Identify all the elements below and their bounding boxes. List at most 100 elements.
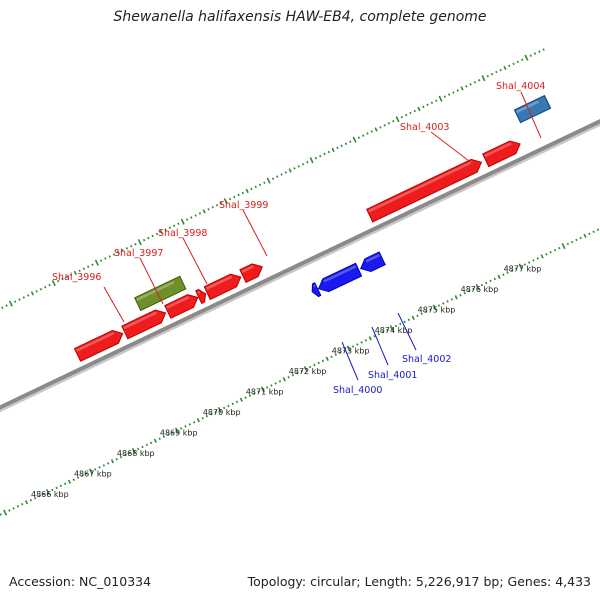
inner-scale-tick [64,482,67,486]
outer-scale-tick [490,72,494,76]
inner-scale-tick [145,443,148,447]
scale-label: 4869 kbp [160,429,198,438]
forward-gene-leader [520,91,542,139]
inner-scale-tick [389,325,394,332]
inner-scale-tick [253,392,256,395]
outer-scale-tick [349,140,352,143]
outer-scale-tick [8,300,13,307]
inner-scale-tick [8,509,11,512]
outer-scale-tick [254,185,257,189]
inner-scale-tick [257,390,260,393]
outer-scale-tick [271,177,275,180]
outer-scale-tick [499,68,502,72]
scale-label: 4873 kbp [332,347,370,356]
inner-scale-tick [545,253,548,256]
outer-scale-tick [48,283,51,287]
outer-scale-tick [319,154,322,158]
scale-label: 4866 kbp [31,490,69,499]
outer-scale-tick [524,54,529,61]
outer-scale-tick [237,193,240,197]
forward-gene-arrow [482,140,521,168]
inner-scale-tick [265,386,269,389]
genome-summary-text: Topology: circular; Length: 5,226,917 bp… [247,574,591,589]
outer-scale-tick [44,285,47,289]
inner-scale-tick [334,353,338,356]
inner-scale-tick [566,242,570,246]
outer-scale-tick [91,263,94,266]
inner-scale-tick [29,498,32,502]
outer-scale-tick [520,58,524,62]
outer-scale-tick [202,209,206,214]
inner-scale-tick [16,505,20,508]
inner-scale-tick [184,425,187,428]
outer-scale-tick [207,208,210,211]
inner-scale-tick [180,427,183,430]
inner-scale-tick [583,233,587,238]
forward-gene-label: Shal_4004 [496,81,545,92]
inner-scale-tick [561,243,566,250]
inner-scale-tick [588,232,591,236]
outer-scale-tick [288,168,292,173]
outer-scale-tick [276,175,279,178]
inner-scale-tick [506,271,509,274]
outer-scale-tick [22,296,25,299]
reverse-gene-leader [397,312,417,351]
forward-gene-label: Shal_3998 [158,228,207,239]
inner-scale-tick [171,431,174,434]
other-gene-box [513,94,552,124]
outer-scale-tick [223,198,228,205]
forward-gene-leader [430,131,474,165]
inner-scale-tick [119,455,123,459]
inner-scale-tick [368,336,372,341]
outer-scale-tick [159,229,163,235]
inner-scale-tick [244,396,247,399]
inner-scale-tick [141,445,144,449]
outer-scale-tick [460,86,464,91]
inner-scale-tick [424,310,428,313]
inner-scale-tick [303,365,308,373]
inner-scale-tick [274,382,277,385]
inner-scale-tick [532,259,535,262]
outer-scale-tick [352,136,357,143]
outer-scale-tick [473,81,477,84]
inner-scale-tick [373,335,376,338]
outer-scale-tick [180,218,185,225]
outer-scale-tick [5,304,8,307]
inner-scale-tick [308,365,312,369]
outer-scale-tick [108,255,111,258]
inner-scale-tick [437,304,441,307]
outer-scale-tick [39,288,43,291]
inner-scale-tick [24,500,29,505]
inner-scale-tick [364,339,368,342]
outer-scale-tick [344,142,348,146]
outer-scale-tick [284,171,288,174]
inner-scale-tick [21,503,24,506]
outer-scale-tick [130,245,133,248]
outer-scale-tick [357,136,361,139]
inner-scale-tick [231,402,234,406]
forward-gene-arrow-highlight [197,290,201,295]
outer-scale-tick [413,109,416,113]
outer-scale-tick [134,242,137,246]
forward-gene-label: Shal_4003 [400,122,449,133]
inner-scale-tick [300,369,303,373]
inner-scale-tick [575,238,578,242]
inner-scale-tick [3,509,8,516]
inner-scale-tick [201,416,204,420]
forward-gene-arrow [121,309,167,340]
forward-gene-arrow [366,158,483,223]
outer-scale-tick [125,247,129,250]
inner-scale-tick [128,451,131,455]
inner-scale-tick [493,277,496,281]
outer-scale-tick [508,64,511,68]
inner-scale-tick [553,248,557,252]
inner-scale-tick [0,513,2,516]
outer-scale-tick [306,160,309,164]
outer-scale-tick [263,181,266,184]
outer-scale-tick [486,74,489,78]
inner-scale-tick [480,283,484,287]
forward-gene-label: Shal_3996 [52,272,101,283]
inner-scale-tick [59,484,63,488]
outer-scale-tick [516,60,520,64]
inner-scale-tick [217,406,222,414]
